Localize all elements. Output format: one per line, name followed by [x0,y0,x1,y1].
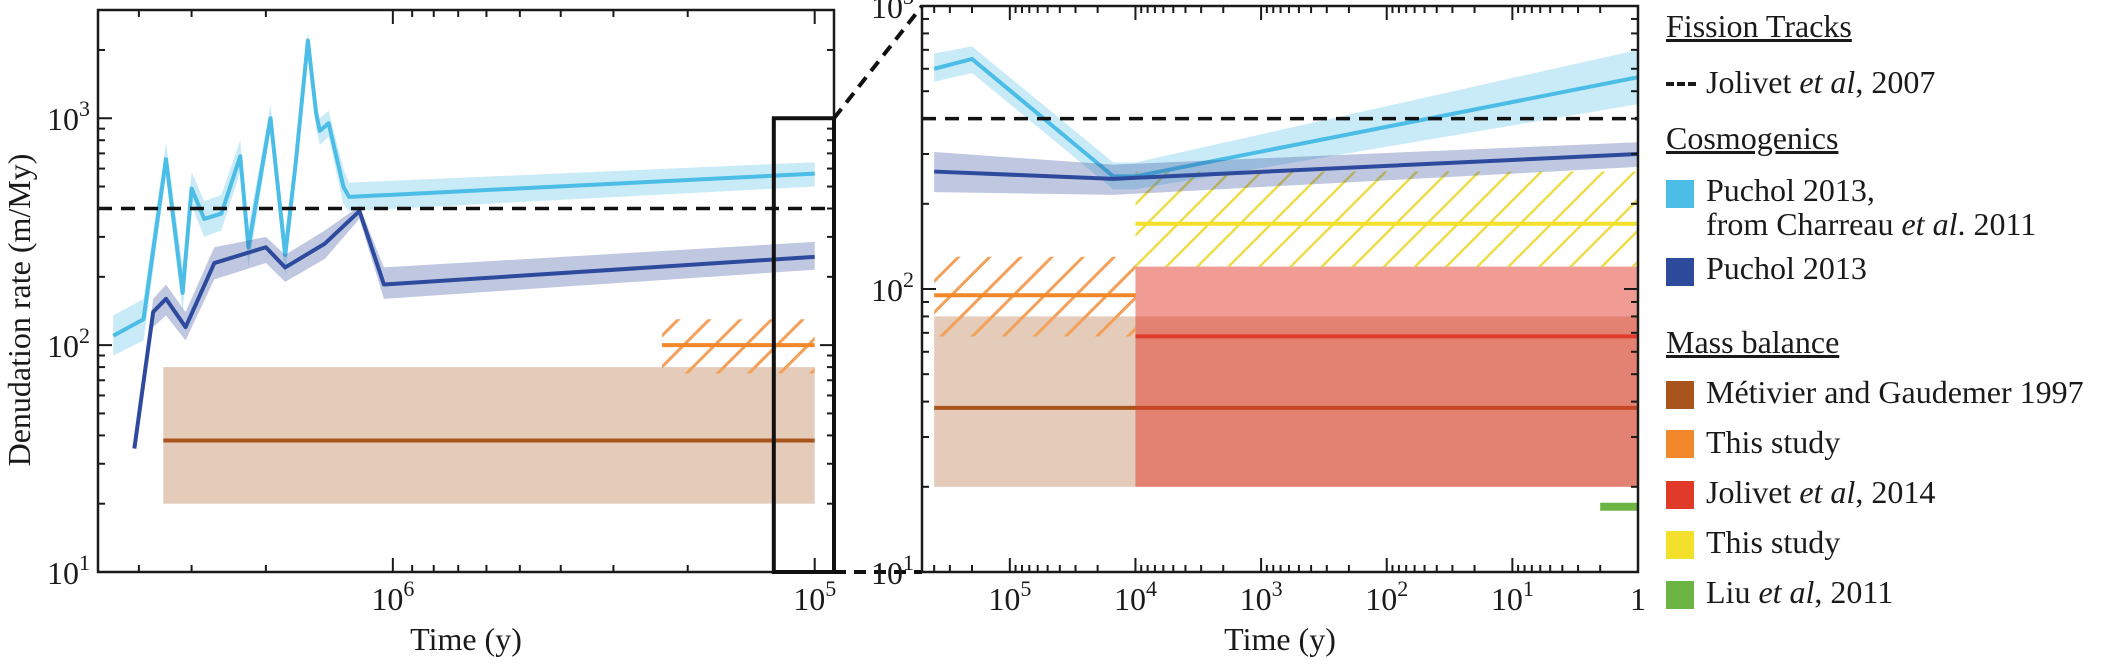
p0-y-tick-exp: 3 [79,96,90,121]
p0-y-tick-exp: 2 [79,323,90,348]
p1-x-tick-exp: 2 [1397,576,1408,601]
legend-dashed-line-icon [1666,82,1696,86]
p0-s1-puchol-2013-line [132,209,815,449]
legend-swatch-green [1666,581,1694,609]
legend-heading-mass-balance: Mass balance [1666,324,1840,360]
p1-y-tick-base: 10 [871,555,903,591]
p0-y-tick-base: 10 [47,101,79,137]
legend-swatch-light-blue [1666,180,1694,208]
p1-x-tick-base: 10 [1240,581,1272,617]
legend-swatch-yellow [1666,531,1694,559]
zoom-box [771,116,836,574]
p0-y-tick-label-1000: 103 [47,96,90,137]
p1-y-tick-label-100: 102 [871,267,914,308]
p0-x-tick-label-100000: 105 [793,576,836,617]
legend-swatch-dark-blue [1666,258,1694,286]
legend-item-puchol-2013: Puchol 2013 [1706,250,1867,286]
p1-x-tick-base: 10 [1491,581,1523,617]
right-chart-panel: 1011021031051041031021011 Time (y) [871,0,1646,657]
right-axes: 1011021031051041031021011 [871,0,1646,617]
legend-item-metivier: Métivier and Gaudemer 1997 [1706,374,2084,410]
p0-y-tick-base: 10 [47,555,79,591]
p0-s2-m-tivier-and-gaudemer-1997-band [163,367,815,504]
legend-item-this-study-yellow: This study [1706,524,1841,560]
p1-y-tick-label-10: 101 [871,550,914,591]
y-axis-label: Denudation rate (m/My) [1,154,37,467]
legend-item-jolivet-2007: Jolivet et al, 2007 [1706,64,1936,100]
legend-heading-cosmogenics: Cosmogenics [1666,120,1839,156]
p1-x-tick-exp: 3 [1272,576,1283,601]
p0-x-tick-base: 10 [371,581,403,617]
legend-item-puchol-charreau-line1: Puchol 2013, [1706,172,1875,208]
p1-x-tick-label-100000: 105 [988,576,1031,617]
legend-swatch-red [1666,481,1694,509]
legend-item-puchol-charreau-line2: from Charreau et al. 2011 [1706,206,2037,242]
p1-y-tick-base: 10 [871,272,903,308]
p1-x-tick-exp: 5 [1020,576,1031,601]
p1-x-tick-label-10: 101 [1491,576,1534,617]
p1-x-tick-base: 10 [1365,581,1397,617]
p1-y-tick-exp: 3 [903,0,914,9]
legend-swatch-orange [1666,430,1694,458]
zoom-connector-top [832,4,924,120]
p1-x-tick-label-1: 1 [1630,581,1646,617]
p1-y-tick-exp: 1 [903,550,914,575]
p1-y-tick-exp: 2 [903,267,914,292]
legend-item-jolivet-2014: Jolivet et al, 2014 [1706,474,1936,510]
p1-y-tick-base: 10 [871,0,903,25]
p0-x-tick-exp: 6 [403,576,414,601]
p0-y-tick-label-10: 101 [47,550,90,591]
p1-s0-puchol-2013-from-charreau-et-al-2011-line [933,56,1638,179]
right-plot-area [922,46,1638,511]
legend-heading-fission-tracks: Fission Tracks [1666,8,1852,44]
p1-s1-puchol-2013-line [934,151,1638,181]
p0-y-tick-exp: 1 [79,550,90,575]
left-x-axis-label: Time (y) [410,621,522,657]
p1-x-tick-label-10000: 104 [1114,576,1157,617]
p1-s4-jolivet-et-al-2014-band [1135,266,1638,487]
p0-x-tick-base: 10 [793,581,825,617]
p0-s0-puchol-2013-from-charreau-et-al-2011-line [112,38,815,338]
p0-y-tick-label-100: 102 [47,323,90,364]
p1-y-tick-label-1000: 103 [871,0,914,25]
p1-x-tick-label-100: 102 [1365,576,1408,617]
legend: Fission Tracks Jolivet et al, 2007 Cosmo… [1662,0,2128,668]
p1-x-tick-exp: 4 [1146,576,1157,601]
p1-x-tick-base: 10 [988,581,1020,617]
p0-s0-puchol-2013-from-charreau-et-al-2011-envelope [113,31,815,356]
p1-s1-puchol-2013-envelope [934,142,1638,195]
legend-item-liu-2011: Liu et al, 2011 [1706,574,1894,610]
p0-x-tick-exp: 5 [825,576,836,601]
p1-x-tick-base: 1 [1630,581,1646,617]
p0-y-tick-base: 10 [47,328,79,364]
p1-x-tick-base: 10 [1114,581,1146,617]
p1-x-tick-label-1000: 103 [1240,576,1283,617]
right-x-axis-label: Time (y) [1224,621,1336,657]
p0-x-tick-label-1000000: 106 [371,576,414,617]
left-plot-area [98,31,834,504]
p1-s5-this-study-hatch [1135,171,1638,267]
p1-x-tick-exp: 1 [1523,576,1534,601]
legend-swatch-brown [1666,381,1694,409]
legend-item-this-study-orange: This study [1706,424,1841,460]
